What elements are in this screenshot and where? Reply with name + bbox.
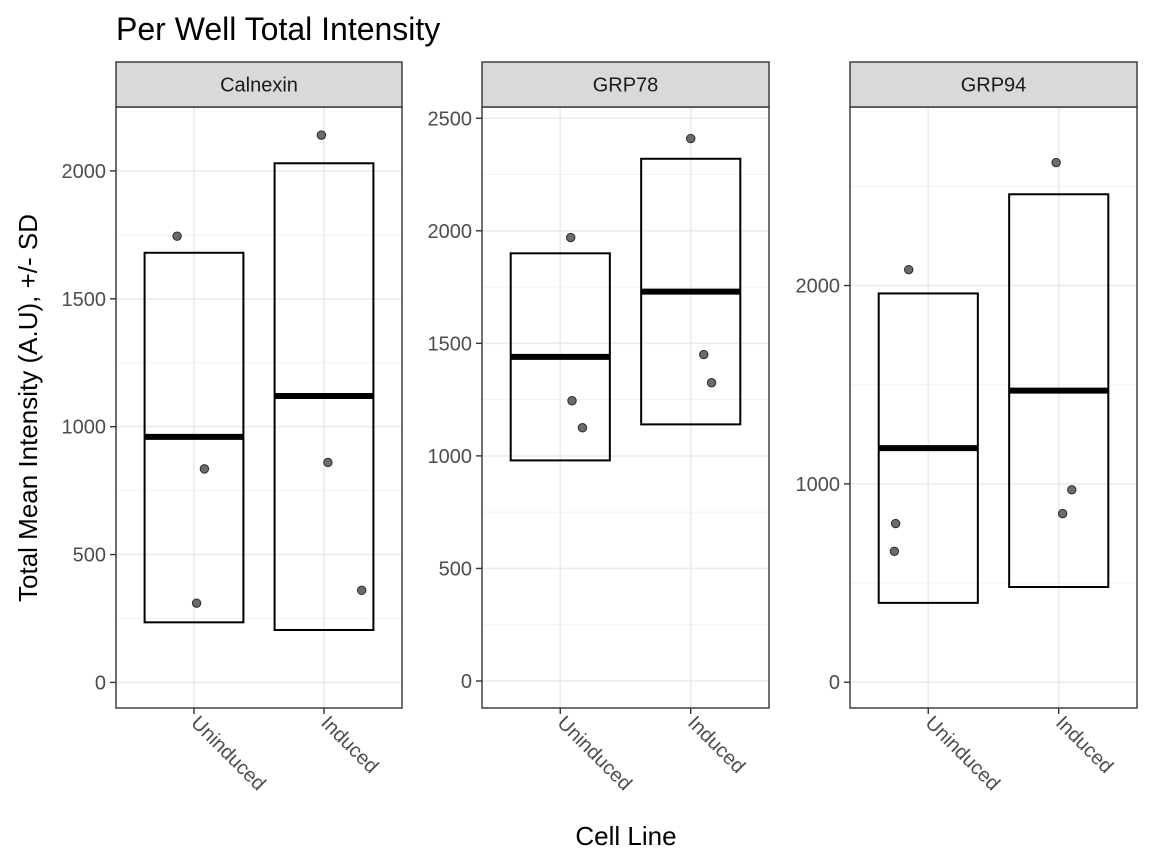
data-point xyxy=(566,232,576,243)
y-tick-label: 1000 xyxy=(796,474,841,496)
x-tick-label: Induced xyxy=(683,712,749,778)
x-axis-title: Cell Line xyxy=(575,821,676,851)
facet-strip xyxy=(849,61,1138,108)
y-tick-label: 1500 xyxy=(428,333,473,355)
panel-calnexin: Calnexin 0 500 1000 1500 2000 Uninduced Induced xyxy=(62,61,403,795)
facet-label: GRP94 xyxy=(961,75,1027,97)
panel-background xyxy=(482,107,769,708)
y-tick-label: 2000 xyxy=(428,221,473,243)
data-point xyxy=(1051,157,1061,168)
y-axis-title: Total Mean Intensity (A.U), +/- SD xyxy=(13,214,43,602)
y-tick-label: 1000 xyxy=(62,417,107,439)
data-point xyxy=(191,598,202,608)
y-tick-label: 0 xyxy=(461,671,472,693)
data-point xyxy=(1057,508,1068,519)
x-tick-label: Uninduced xyxy=(186,712,269,795)
data-point xyxy=(316,130,327,140)
y-tick-label: 2000 xyxy=(62,161,107,183)
panels-group: Calnexin 0 500 1000 1500 2000 Uninduced Induced… xyxy=(62,61,1138,795)
y-tick-label: 2000 xyxy=(796,276,841,298)
data-point xyxy=(686,133,696,144)
data-point xyxy=(904,264,914,275)
data-point xyxy=(357,585,367,596)
data-point xyxy=(1067,485,1077,495)
x-tick-label: Uninduced xyxy=(553,712,636,795)
data-point xyxy=(567,396,577,406)
y-tick-label: 2500 xyxy=(428,108,473,130)
data-point xyxy=(889,546,900,557)
y-tick-label: 0 xyxy=(829,672,840,694)
panel-grp78: GRP78 0 500 1000 1500 2000 2500 Uninduced Induce… xyxy=(428,61,770,795)
x-tick-label: Uninduced xyxy=(921,712,1004,795)
data-point xyxy=(172,231,182,241)
y-tick-label: 0 xyxy=(95,672,106,694)
facet-strip xyxy=(115,61,403,108)
panel-background xyxy=(850,107,1137,708)
y-tick-label: 500 xyxy=(73,545,106,567)
facet-strip xyxy=(481,61,770,108)
data-point xyxy=(890,518,901,529)
data-point xyxy=(323,457,333,468)
facet-label: Calnexin xyxy=(220,75,298,97)
data-point xyxy=(699,349,709,360)
chart-title: Per Well Total Intensity xyxy=(116,11,440,47)
y-tick-label: 1500 xyxy=(62,289,107,311)
y-tick-label: 1000 xyxy=(428,446,473,468)
panel-background xyxy=(116,107,402,708)
panel-grp94: GRP94 0 1000 2000 Uninduced Induced xyxy=(796,61,1138,795)
x-tick-label: Induced xyxy=(316,712,382,778)
data-point xyxy=(706,378,717,388)
y-tick-label: 500 xyxy=(439,558,472,580)
facet-label: GRP78 xyxy=(593,75,659,97)
data-point xyxy=(199,464,210,474)
x-tick-label: Induced xyxy=(1051,712,1117,778)
data-point xyxy=(577,423,588,433)
